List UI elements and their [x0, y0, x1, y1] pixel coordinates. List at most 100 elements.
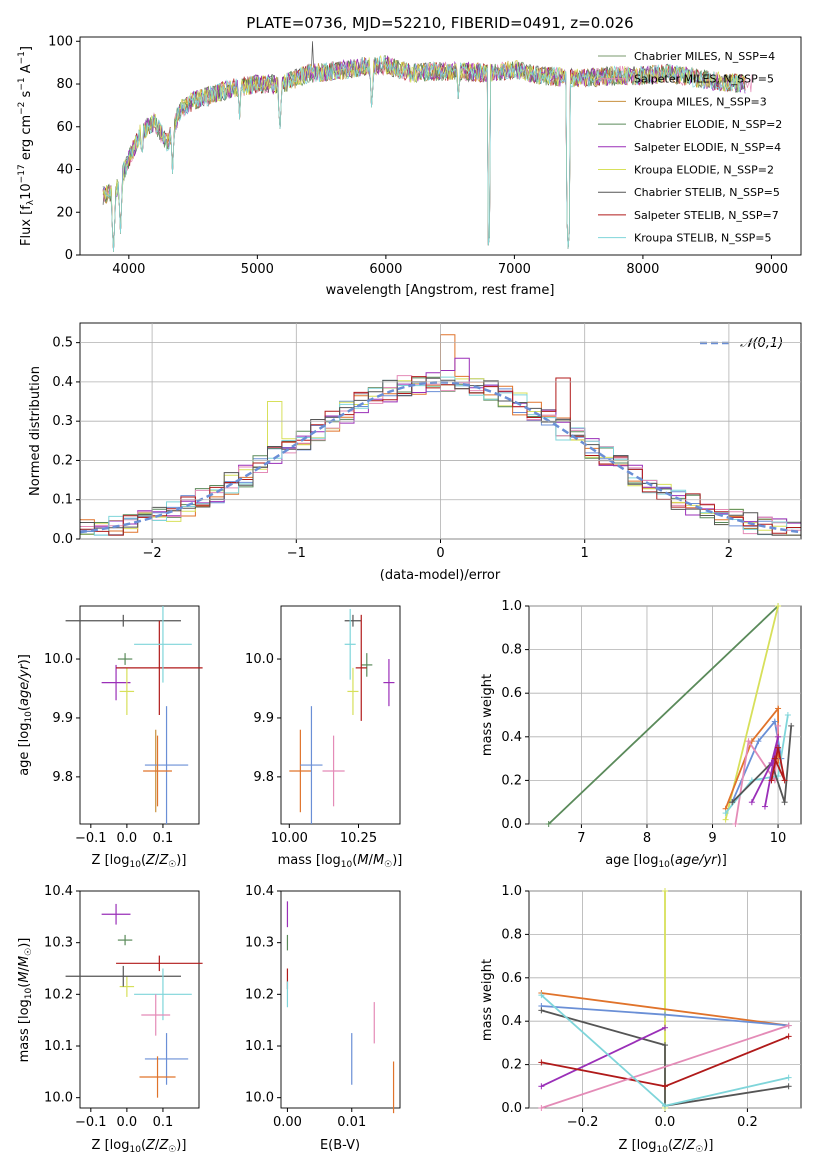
spectrum-legend-label: Chabrier STELIB, N_SSP=5: [634, 186, 780, 199]
mass-vs-EBV-ytick-label: 10.4: [245, 884, 274, 899]
massweight-vs-Z-ytick-label: 0.8: [501, 927, 522, 942]
massweight-vs-age-ytick-label: 0.0: [501, 817, 522, 832]
spectrum-ytick-label: 20: [56, 205, 73, 220]
mass-vs-EBV-ytick-label: 10.0: [245, 1091, 274, 1106]
massweight-vs-Z-ytick-label: 0.2: [501, 1058, 522, 1073]
histogram-ytick-label: 0.3: [52, 414, 73, 429]
histogram-xtick-label: −1: [287, 546, 306, 561]
spectrum-xtick-label: 5000: [241, 262, 274, 277]
age-vs-Z-xtick-label: −0.1: [75, 831, 107, 846]
age-vs-Z-panel: Z [log10(Z/Z☉)] age [log10(age/yr)]: [17, 605, 200, 870]
age-vs-mass-ytick-label: 9.8: [253, 770, 274, 785]
spectrum-line-1: [102, 57, 753, 252]
age-vs-Z-xtick-label: 0.1: [153, 831, 174, 846]
massweight-vs-Z-ytick-label: 0.0: [501, 1101, 522, 1116]
massweight-vs-age-ytick-label: 0.8: [501, 643, 522, 658]
spectrum-legend-label: Kroupa ELODIE, N_SSP=2: [634, 164, 774, 177]
mass-vs-EBV-ytick-label: 10.2: [245, 987, 274, 1002]
age-vs-Z-ylabel: age [log10(age/yr)]: [17, 654, 34, 776]
mass-vs-Z-xtick-label: 0.0: [117, 1115, 138, 1130]
histogram-ytick-label: 0.0: [52, 532, 73, 547]
histogram-ylabel: Normed distribution: [28, 366, 43, 496]
histogram-panel: (data-model)/error Normed distribution 𝒩…: [28, 322, 802, 583]
spectrum-legend-label: Salpeter MILES, N_SSP=5: [634, 73, 774, 86]
spectrum-panel: PLATE=0736, MJD=52210, FIBERID=0491, z=0…: [17, 14, 802, 298]
mass-vs-EBV-xlabel: E(B-V): [320, 1138, 360, 1153]
spectrum-legend-label: Salpeter STELIB, N_SSP=7: [634, 209, 779, 222]
massweight-vs-age-series-6: [731, 725, 793, 803]
histogram-ytick-label: 0.2: [52, 453, 73, 468]
mass-vs-Z-ytick-label: 10.4: [44, 884, 73, 899]
normal-curve-legend-label: 𝒩(0,1): [740, 336, 783, 351]
massweight-vs-age-frame: [528, 605, 802, 825]
figure-title: PLATE=0736, MJD=52210, FIBERID=0491, z=0…: [246, 14, 633, 32]
massweight-vs-age-ytick-label: 0.2: [501, 773, 522, 788]
spectrum-legend-label: Salpeter ELODIE, N_SSP=4: [634, 141, 781, 154]
spectrum-ytick-label: 40: [56, 163, 73, 178]
age-vs-mass-xtick-label: 10.25: [340, 831, 377, 846]
mass-vs-EBV-ytick-label: 10.3: [245, 936, 274, 951]
spectrum-xlabel: wavelength [Angstrom, rest frame]: [326, 283, 555, 298]
massweight-vs-Z-series-3: [541, 1009, 789, 1107]
spectrum-line-8: [102, 56, 746, 252]
spectrum-xtick-label: 7000: [498, 262, 531, 277]
spectrum-line-2: [102, 57, 733, 252]
massweight-vs-Z-xtick-label: 0.2: [737, 1115, 758, 1130]
histogram-legend: 𝒩(0,1): [700, 336, 783, 351]
histogram-ytick-label: 0.5: [52, 336, 73, 351]
histogram-ytick-label: 0.1: [52, 493, 73, 508]
spectrum-legend-label: Kroupa STELIB, N_SSP=5: [634, 232, 772, 245]
spectrum-line-4: [102, 55, 746, 252]
mass-vs-Z-ytick-label: 10.3: [44, 936, 73, 951]
mass-vs-Z-xtick-label: 0.1: [153, 1115, 174, 1130]
age-vs-Z-xtick-label: 0.0: [117, 831, 138, 846]
spectrum-line-3: [102, 57, 746, 252]
spectrum-xtick-label: 4000: [112, 262, 145, 277]
age-vs-Z-ytick-label: 9.9: [52, 711, 73, 726]
histogram-xlabel: (data-model)/error: [380, 568, 501, 583]
mass-vs-Z-ytick-label: 10.2: [44, 987, 73, 1002]
mass-vs-Z-frame: [79, 890, 200, 1109]
spectrum-ytick-label: 0: [65, 248, 73, 263]
mass-vs-EBV-xtick-label: 0.01: [337, 1115, 366, 1130]
massweight-vs-age-xlabel: age [log10(age/yr)]: [605, 853, 727, 870]
massweight-vs-age-series-8: [770, 747, 786, 781]
histogram-xtick-label: 2: [725, 546, 733, 561]
histogram-ytick-label: 0.4: [52, 375, 73, 390]
mass-vs-Z-ylabel: mass [log10(M/M☉)]: [17, 938, 34, 1063]
mass-vs-Z-ytick-label: 10.1: [44, 1039, 73, 1054]
spectrum-ytick-label: 100: [48, 34, 73, 49]
massweight-vs-Z-xtick-label: 0.0: [655, 1115, 676, 1130]
age-vs-Z-frame: [79, 605, 200, 825]
spectrum-frame: [79, 36, 802, 256]
massweight-vs-Z-ylabel: mass weight: [480, 959, 495, 1041]
mass-vs-EBV-xtick-label: 0.00: [273, 1115, 302, 1130]
age-vs-mass-ytick-label: 9.9: [253, 711, 274, 726]
massweight-vs-Z-ytick-label: 1.0: [501, 884, 522, 899]
massweight-vs-age-xtick-label: 10: [770, 831, 787, 846]
spectrum-line-7: [102, 57, 746, 252]
mass-vs-Z-ytick-label: 10.0: [44, 1091, 73, 1106]
massweight-vs-age-series-0: [548, 605, 779, 825]
mass-vs-Z-panel: Z [log10(Z/Z☉)] mass [log10(M/M☉)]: [17, 890, 200, 1155]
massweight-vs-Z-ytick-label: 0.6: [501, 971, 522, 986]
spectrum-xtick-label: 6000: [369, 262, 402, 277]
massweight-vs-Z-series-4: [541, 1026, 666, 1088]
massweight-vs-age-ytick-label: 0.6: [501, 686, 522, 701]
age-vs-mass-ytick-label: 10.0: [245, 652, 274, 667]
mass-vs-EBV-panel: E(B-V): [280, 890, 401, 1153]
spectrum-legend: Chabrier MILES, N_SSP=4 Salpeter MILES, N…: [598, 50, 782, 245]
massweight-vs-Z-xtick-label: −0.2: [567, 1115, 599, 1130]
massweight-vs-age-xtick-label: 7: [577, 831, 585, 846]
mass-vs-EBV-ytick-label: 10.1: [245, 1039, 274, 1054]
spectrum-ytick-label: 60: [56, 120, 73, 135]
spectrum-xtick-label: 8000: [626, 262, 659, 277]
massweight-vs-age-xtick-label: 8: [643, 831, 651, 846]
age-vs-mass-panel: mass [log10(M/M☉)]: [278, 605, 402, 870]
massweight-vs-Z-series-6: [541, 1024, 789, 1109]
spectrum-xtick-label: 9000: [755, 262, 788, 277]
massweight-vs-age-xtick-label: 9: [708, 831, 716, 846]
spectrum-legend-label: Kroupa MILES, N_SSP=3: [634, 95, 767, 108]
massweight-vs-age-ytick-label: 1.0: [501, 599, 522, 614]
massweight-vs-Z-xlabel: Z [log10(Z/Z☉)]: [619, 1138, 714, 1155]
